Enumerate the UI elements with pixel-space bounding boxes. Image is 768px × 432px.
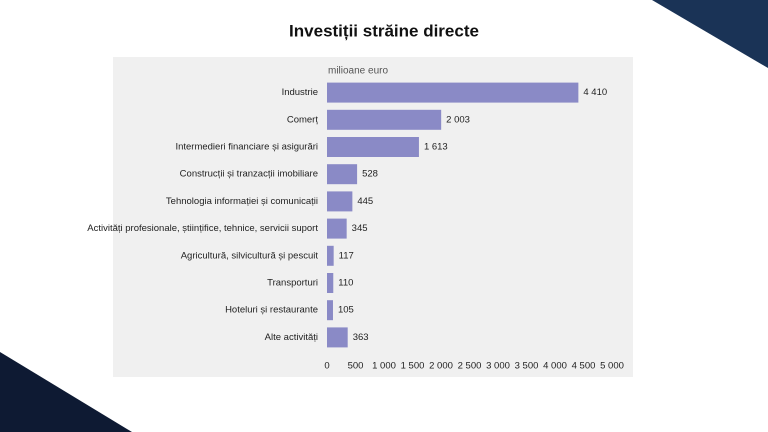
y-tick-label: Hoteluri și restaurante <box>225 305 318 316</box>
x-tick-label: 3 500 <box>515 361 539 372</box>
y-tick-label: Intermedieri financiare și asigurări <box>175 142 318 153</box>
x-tick-label: 5 000 <box>600 361 624 372</box>
bar <box>327 300 333 321</box>
corner-decoration <box>652 0 768 68</box>
y-tick-label: Industrie <box>282 87 318 98</box>
value-label: 528 <box>362 169 378 180</box>
value-label: 445 <box>357 196 373 207</box>
value-label: 117 <box>339 250 354 261</box>
bar <box>327 109 442 130</box>
bar <box>327 191 353 212</box>
y-tick-label: Comerț <box>287 114 319 125</box>
x-tick-label: 4 500 <box>572 361 596 372</box>
bar <box>327 137 419 157</box>
y-tick-label: Agricultură, silvicultură și pescuit <box>181 250 319 261</box>
bar <box>327 327 348 348</box>
x-tick-label: 1 000 <box>372 361 396 372</box>
x-tick-label: 500 <box>348 361 364 372</box>
value-label: 2 003 <box>446 114 470 125</box>
y-tick-label: Construcții și tranzacții imobiliare <box>180 169 318 180</box>
bar <box>327 273 334 293</box>
value-label: 110 <box>338 278 353 289</box>
value-label: 345 <box>352 223 368 234</box>
x-tick-label: 3 000 <box>486 361 510 372</box>
y-tick-label: Activități profesionale, științifice, te… <box>87 223 318 234</box>
bar <box>327 164 358 185</box>
value-label: 105 <box>338 305 354 316</box>
value-label: 4 410 <box>583 87 607 98</box>
x-tick-label: 2 000 <box>429 361 453 372</box>
x-tick-label: 1 500 <box>401 361 425 372</box>
chart-panel <box>113 57 633 377</box>
unit-label: milioane euro <box>328 66 388 77</box>
corner-decoration <box>0 352 132 432</box>
x-tick-label: 2 500 <box>458 361 482 372</box>
value-label: 1 613 <box>424 142 448 153</box>
bar <box>327 245 334 266</box>
y-tick-label: Alte activități <box>265 332 318 343</box>
chart-title: Investiții străine directe <box>289 21 479 40</box>
y-tick-label: Tehnologia informației și comunicații <box>166 196 318 207</box>
x-tick-label: 0 <box>324 361 329 372</box>
y-tick-label: Transporturi <box>267 278 318 289</box>
bar <box>327 82 579 103</box>
value-label: 363 <box>353 332 369 343</box>
bar <box>327 218 347 239</box>
x-tick-label: 4 000 <box>543 361 567 372</box>
